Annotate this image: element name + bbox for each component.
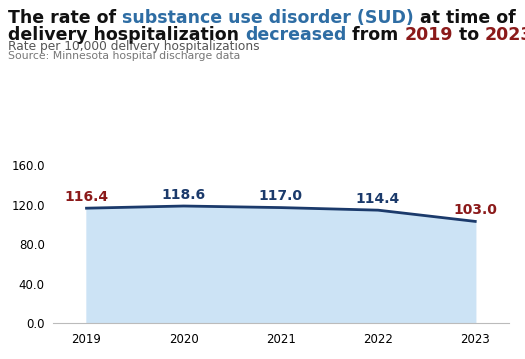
Text: Rate per 10,000 delivery hospitalizations: Rate per 10,000 delivery hospitalization…	[8, 39, 259, 53]
Text: decreased: decreased	[245, 26, 346, 44]
Text: to: to	[453, 26, 485, 44]
Text: 114.4: 114.4	[356, 192, 400, 206]
Text: substance use disorder (SUD): substance use disorder (SUD)	[122, 9, 414, 27]
Text: 2019: 2019	[404, 26, 453, 44]
Text: from: from	[346, 26, 404, 44]
Text: The rate of: The rate of	[8, 9, 122, 27]
Text: 118.6: 118.6	[162, 187, 206, 201]
Text: 116.4: 116.4	[65, 190, 109, 204]
Text: 103.0: 103.0	[453, 203, 497, 217]
Text: delivery hospitalization: delivery hospitalization	[8, 26, 245, 44]
Text: 117.0: 117.0	[259, 189, 303, 203]
Text: 2023: 2023	[485, 26, 525, 44]
Text: Source: Minnesota hospital discharge data: Source: Minnesota hospital discharge dat…	[8, 51, 240, 61]
Text: at time of: at time of	[414, 9, 516, 27]
